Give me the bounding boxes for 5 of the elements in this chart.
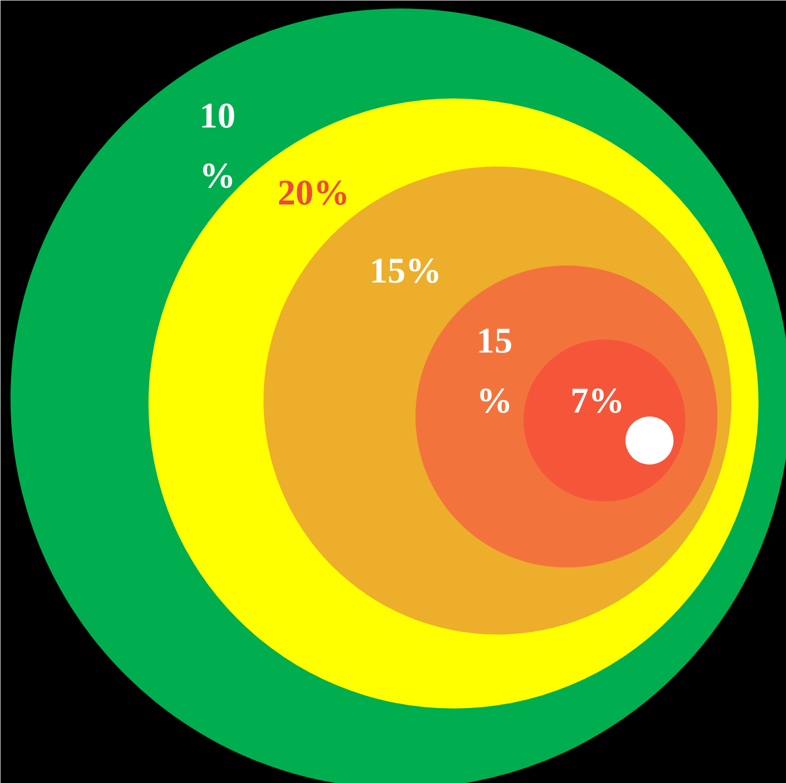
data-label: 15 % bbox=[476, 320, 512, 420]
data-label: 20% bbox=[278, 172, 350, 212]
data-label: 7% bbox=[570, 380, 624, 420]
data-label: 10 % bbox=[200, 96, 236, 196]
data-label: 15% bbox=[370, 250, 442, 290]
